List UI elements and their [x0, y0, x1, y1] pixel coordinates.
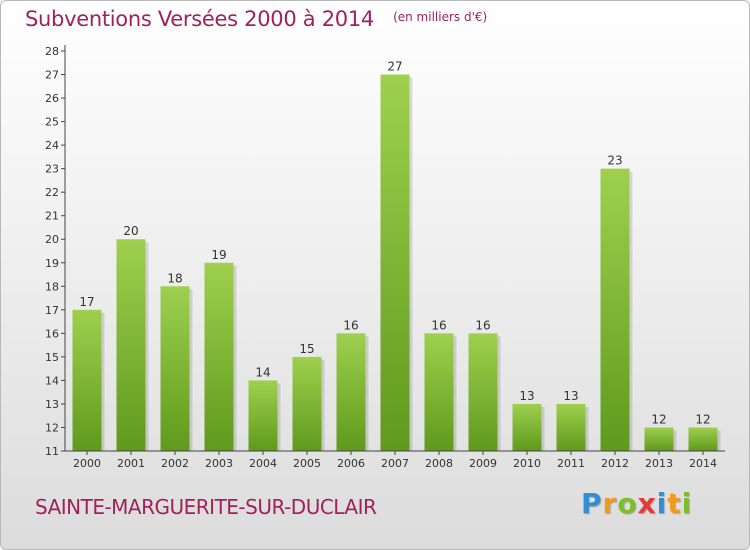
y-tick-label: 14	[45, 374, 59, 387]
x-tick-label-2012: 2012	[601, 457, 629, 470]
y-tick-label: 18	[45, 280, 59, 293]
value-label-2004: 14	[255, 365, 270, 379]
bar-2007	[380, 74, 410, 451]
y-tick-label: 12	[45, 421, 59, 434]
value-label-2001: 20	[123, 224, 138, 238]
y-tick-label: 11	[45, 445, 59, 458]
brand-logo[interactable]: Proxiti	[581, 487, 692, 520]
y-tick-label: 23	[45, 163, 59, 176]
bar-2006	[336, 333, 366, 451]
y-tick-label: 21	[45, 210, 59, 223]
bars: 17 20 18 19 14 15 16 27 16 16 13 13 23 12 12	[72, 60, 721, 451]
x-tick-label-2010: 2010	[513, 457, 541, 470]
bar-2008	[424, 333, 454, 451]
bar-2014	[688, 427, 718, 451]
y-tick-label: 22	[45, 186, 59, 199]
y-tick-label: 24	[45, 139, 59, 152]
brand-letter: o	[617, 487, 638, 520]
y-axis: 11 12 13 14 15 16 17 18 19 20 21 22 23 24 25 26 27 28	[45, 45, 66, 458]
y-tick-label: 27	[45, 69, 59, 82]
x-tick-label-2009: 2009	[469, 457, 497, 470]
title-row: Subventions Versées 2000 à 2014 (en mill…	[25, 7, 487, 31]
town-name: SAINTE-MARGUERITE-SUR-DUCLAIR	[35, 495, 377, 519]
bar-2012	[600, 168, 630, 451]
bar-2002	[160, 286, 190, 451]
value-label-2008: 16	[431, 318, 446, 332]
value-label-2000: 17	[79, 295, 94, 309]
x-tick-label-2013: 2013	[645, 457, 673, 470]
y-tick-label: 13	[45, 398, 59, 411]
y-tick-label: 20	[45, 233, 59, 246]
bar-2001	[116, 239, 146, 451]
value-label-2005: 15	[299, 342, 314, 356]
y-tick-label: 17	[45, 304, 59, 317]
x-tick-label-2011: 2011	[557, 457, 585, 470]
chart-title: Subventions Versées 2000 à 2014	[25, 7, 374, 31]
x-tick-label-2005: 2005	[293, 457, 321, 470]
x-axis: 2000 2001 2002 2003 2004 2005 2006 2007 2008 2009…	[65, 450, 725, 470]
x-tick-label-2008: 2008	[425, 457, 453, 470]
brand-letter: i	[656, 487, 668, 520]
bar-2013	[644, 427, 674, 451]
bar-2011	[556, 403, 586, 451]
bar-2004	[248, 380, 278, 451]
bar-2010	[512, 403, 542, 451]
bar-2003	[204, 262, 234, 451]
brand-letter: P	[581, 487, 603, 520]
brand-letter: t	[667, 487, 682, 520]
x-tick-label-2001: 2001	[117, 457, 145, 470]
x-tick-label-2004: 2004	[249, 457, 277, 470]
value-label-2014: 12	[695, 412, 710, 426]
value-label-2013: 12	[651, 412, 666, 426]
value-label-2002: 18	[167, 271, 182, 285]
x-tick-label-2007: 2007	[381, 457, 409, 470]
value-label-2007: 27	[387, 60, 402, 74]
y-tick-label: 15	[45, 351, 59, 364]
x-tick-label-2000: 2000	[73, 457, 101, 470]
value-label-2006: 16	[343, 318, 358, 332]
brand-letter: i	[681, 487, 693, 520]
bar-2009	[468, 333, 498, 451]
x-tick-label-2014: 2014	[689, 457, 717, 470]
y-tick-label: 26	[45, 92, 59, 105]
y-tick-label: 25	[45, 116, 59, 129]
y-tick-label: 16	[45, 327, 59, 340]
value-label-2011: 13	[563, 389, 578, 403]
value-label-2003: 19	[211, 248, 226, 262]
chart-unit: (en milliers d'€)	[393, 10, 488, 24]
value-label-2010: 13	[519, 389, 534, 403]
brand-letter: r	[602, 487, 618, 520]
x-tick-label-2002: 2002	[161, 457, 189, 470]
x-tick-label-2003: 2003	[205, 457, 233, 470]
y-tick-label: 28	[45, 45, 59, 58]
bar-2005	[292, 356, 322, 451]
bar-2000	[72, 309, 102, 451]
value-label-2012: 23	[607, 154, 622, 168]
value-label-2009: 16	[475, 318, 490, 332]
y-tick-label: 19	[45, 257, 59, 270]
x-tick-label-2006: 2006	[337, 457, 365, 470]
brand-letter: x	[637, 487, 657, 520]
